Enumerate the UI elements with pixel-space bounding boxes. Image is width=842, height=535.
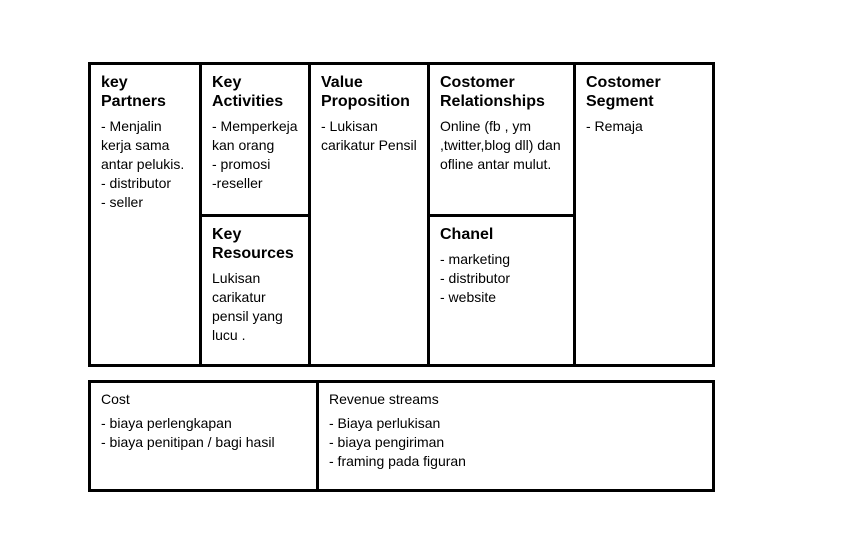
body-key-partners: - Menjalin kerja sama antar pelukis. - d… — [101, 117, 189, 211]
title-key-partners: key Partners — [101, 73, 189, 111]
body-value-proposition: - Lukisan carikatur Pensil — [321, 117, 417, 155]
body-customer-relationships: Online (fb , ym ,twitter,blog dll) dan o… — [440, 117, 563, 174]
title-customer-segment: Costomer Segment — [586, 73, 702, 111]
title-value-proposition: Value Proposition — [321, 73, 417, 111]
body-cost: - biaya perlengkapan - biaya penitipan /… — [101, 414, 306, 452]
body-revenue: - Biaya perlukisan - biaya pengiriman - … — [329, 414, 702, 471]
body-key-resources: Lukisan carikatur pensil yang lucu . — [212, 269, 298, 345]
body-key-activities: - Memperkeja kan orang - promosi -resell… — [212, 117, 298, 193]
block-value-proposition: Value Proposition - Lukisan carikatur Pe… — [308, 62, 430, 367]
body-customer-segment: - Remaja — [586, 117, 702, 136]
block-cost: Cost - biaya perlengkapan - biaya peniti… — [88, 380, 319, 492]
title-cost: Cost — [101, 391, 306, 408]
block-revenue: Revenue streams - Biaya perlukisan - bia… — [316, 380, 715, 492]
business-model-canvas: key Partners - Menjalin kerja sama antar… — [0, 0, 842, 535]
title-key-activities: Key Activities — [212, 73, 298, 111]
body-channel: - marketing - distributor - website — [440, 250, 563, 307]
title-revenue: Revenue streams — [329, 391, 702, 408]
title-channel: Chanel — [440, 225, 563, 244]
block-key-activities: Key Activities - Memperkeja kan orang - … — [199, 62, 311, 217]
block-key-resources: Key Resources Lukisan carikatur pensil y… — [199, 214, 311, 367]
block-customer-relationships: Costomer Relationships Online (fb , ym ,… — [427, 62, 576, 217]
block-channel: Chanel - marketing - distributor - websi… — [427, 214, 576, 367]
block-key-partners: key Partners - Menjalin kerja sama antar… — [88, 62, 202, 367]
title-key-resources: Key Resources — [212, 225, 298, 263]
block-customer-segment: Costomer Segment - Remaja — [573, 62, 715, 367]
title-customer-relationships: Costomer Relationships — [440, 73, 563, 111]
